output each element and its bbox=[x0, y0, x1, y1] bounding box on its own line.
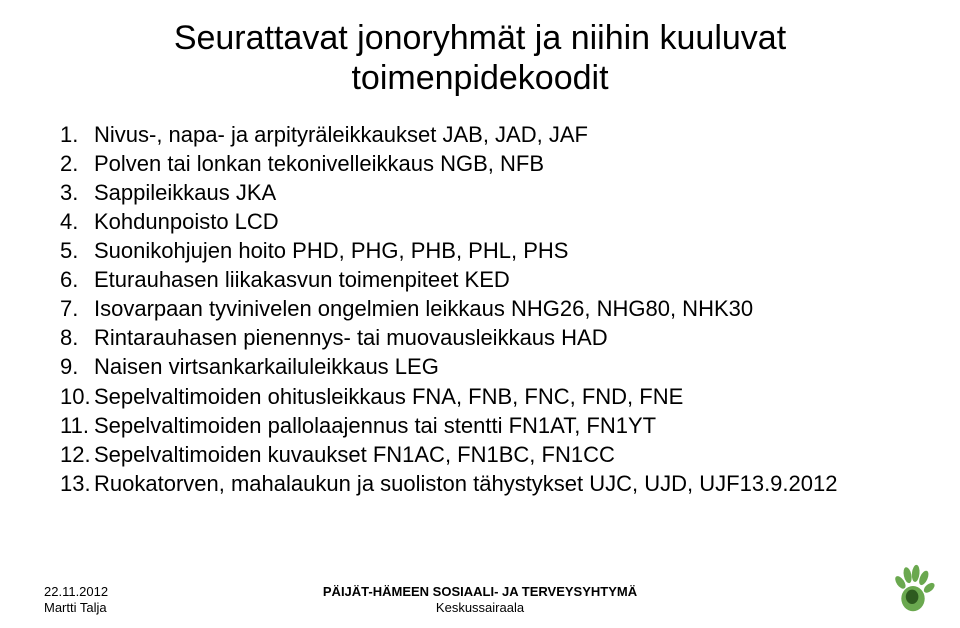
item-text: Sepelvaltimoiden kuvaukset FN1AC, FN1BC,… bbox=[94, 442, 615, 467]
item-number: 7. bbox=[60, 294, 78, 323]
list-item: 8. Rintarauhasen pienennys- tai muovausle… bbox=[60, 323, 900, 352]
item-text: Kohdunpoisto LCD bbox=[94, 209, 279, 234]
footer-left: 22.11.2012 Martti Talja bbox=[44, 584, 108, 617]
title-line-2: toimenpidekoodit bbox=[351, 59, 608, 97]
item-text: Sepelvaltimoiden pallolaajennus tai sten… bbox=[94, 413, 656, 438]
list-item: 6. Eturauhasen liikakasvun toimenpiteet K… bbox=[60, 265, 900, 294]
item-text: Nivus-, napa- ja arpityräleikkaukset JAB… bbox=[94, 122, 588, 147]
list-item: 3. Sappileikkaus JKA bbox=[60, 178, 900, 207]
item-text: Ruokatorven, mahalaukun ja suoliston täh… bbox=[94, 471, 837, 496]
footer-center: PÄIJÄT-HÄMEEN SOSIAALI- JA TERVEYSYHTYMÄ… bbox=[323, 584, 637, 617]
item-number: 3. bbox=[60, 178, 78, 207]
item-number: 10. bbox=[60, 382, 91, 411]
numbered-list: 1. Nivus-, napa- ja arpityräleikkaukset J… bbox=[60, 120, 900, 497]
item-number: 11. bbox=[60, 411, 89, 440]
item-text: Suonikohjujen hoito PHD, PHG, PHB, PHL, … bbox=[94, 238, 568, 263]
footer-logo bbox=[886, 559, 940, 618]
item-number: 9. bbox=[60, 352, 78, 381]
list-item: 2. Polven tai lonkan tekonivelleikkaus NG… bbox=[60, 149, 900, 178]
slide-title: Seurattavat jonoryhmät ja niihin kuuluva… bbox=[60, 18, 900, 98]
item-text: Polven tai lonkan tekonivelleikkaus NGB,… bbox=[94, 151, 544, 176]
item-text: Naisen virtsankarkailuleikkaus LEG bbox=[94, 354, 439, 379]
list-item: 5. Suonikohjujen hoito PHD, PHG, PHB, PHL… bbox=[60, 236, 900, 265]
list-item: 10.Sepelvaltimoiden ohitusleikkaus FNA, … bbox=[60, 382, 900, 411]
footer-sub: Keskussairaala bbox=[323, 600, 637, 616]
list-item: 12.Sepelvaltimoiden kuvaukset FN1AC, FN1… bbox=[60, 440, 900, 469]
item-number: 13. bbox=[60, 469, 91, 498]
list-item: 1. Nivus-, napa- ja arpityräleikkaukset J… bbox=[60, 120, 900, 149]
slide-footer: 22.11.2012 Martti Talja PÄIJÄT-HÄMEEN SO… bbox=[0, 574, 960, 616]
item-text: Sepelvaltimoiden ohitusleikkaus FNA, FNB… bbox=[94, 384, 683, 409]
footer-org: PÄIJÄT-HÄMEEN SOSIAALI- JA TERVEYSYHTYMÄ bbox=[323, 584, 637, 600]
item-number: 5. bbox=[60, 236, 78, 265]
item-text: Eturauhasen liikakasvun toimenpiteet KED bbox=[94, 267, 510, 292]
item-number: 2. bbox=[60, 149, 78, 178]
item-number: 6. bbox=[60, 265, 78, 294]
list-item: 9. Naisen virtsankarkailuleikkaus LEG bbox=[60, 352, 900, 381]
slide-container: Seurattavat jonoryhmät ja niihin kuuluva… bbox=[0, 0, 960, 628]
footer-author: Martti Talja bbox=[44, 600, 108, 616]
item-text: Sappileikkaus JKA bbox=[94, 180, 276, 205]
list-item: 13.Ruokatorven, mahalaukun ja suoliston … bbox=[60, 469, 900, 498]
hand-icon bbox=[886, 559, 940, 613]
list-item: 4. Kohdunpoisto LCD bbox=[60, 207, 900, 236]
item-number: 4. bbox=[60, 207, 78, 236]
item-text: Isovarpaan tyvinivelen ongelmien leikkau… bbox=[94, 296, 753, 321]
list-item: 11.Sepelvaltimoiden pallolaajennus tai s… bbox=[60, 411, 900, 440]
item-number: 12. bbox=[60, 440, 91, 469]
item-number: 8. bbox=[60, 323, 78, 352]
item-number: 1. bbox=[60, 120, 78, 149]
footer-date: 22.11.2012 bbox=[44, 584, 108, 600]
list-item: 7. Isovarpaan tyvinivelen ongelmien leikk… bbox=[60, 294, 900, 323]
item-text: Rintarauhasen pienennys- tai muovausleik… bbox=[94, 325, 608, 350]
title-line-1: Seurattavat jonoryhmät ja niihin kuuluva… bbox=[174, 19, 786, 57]
